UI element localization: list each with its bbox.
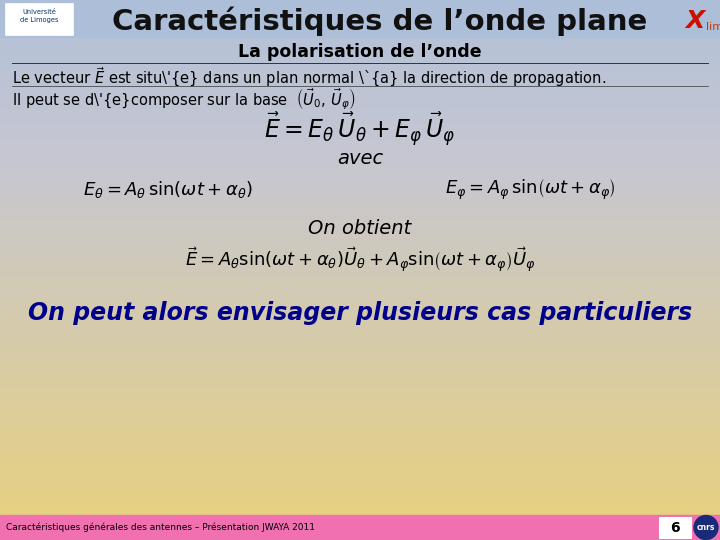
Bar (0, 515, 720, 540)
Text: lim: lim (706, 22, 720, 32)
Bar (659, 517, 691, 538)
Text: $\vec{E} = A_\theta\sin\!\left(\omega t+\alpha_\theta\right)\vec{U}_\theta+ A_\v: $\vec{E} = A_\theta\sin\!\left(\omega t+… (184, 246, 536, 274)
Text: Il peut se d\'{e}composer sur la base  $\left(\vec{U}_0,\,\vec{U}_\varphi\right): Il peut se d\'{e}composer sur la base $\… (12, 86, 356, 112)
Text: Caractéristiques de l’onde plane: Caractéristiques de l’onde plane (112, 6, 647, 36)
Text: Le vecteur $\vec{E}$ est situ\'{e} dans un plan normal \`{a} la direction de pro: Le vecteur $\vec{E}$ est situ\'{e} dans … (12, 65, 606, 89)
Text: 6: 6 (670, 521, 680, 535)
Text: X: X (685, 9, 705, 33)
Text: cnrs: cnrs (697, 523, 715, 532)
Text: $E_\varphi = A_\varphi\,\sin\!\left(\omega t + \alpha_\varphi\right)$: $E_\varphi = A_\varphi\,\sin\!\left(\ome… (445, 178, 616, 202)
Text: On obtient: On obtient (308, 219, 412, 238)
Bar (0, 0, 720, 37)
Text: Caractéristiques générales des antennes – Présentation JWAYA 2011: Caractéristiques générales des antennes … (6, 523, 315, 532)
Text: On peut alors envisager plusieurs cas particuliers: On peut alors envisager plusieurs cas pa… (28, 301, 692, 325)
Text: Université
de Limoges: Université de Limoges (19, 9, 58, 23)
Text: $\vec{E} = E_\theta\,\vec{U}_\theta + E_\varphi\,\vec{U}_\varphi$: $\vec{E} = E_\theta\,\vec{U}_\theta + E_… (264, 111, 456, 149)
Text: avec: avec (337, 150, 383, 168)
Text: $E_\theta = A_\theta\,\sin\!\left(\omega t + \alpha_\theta\right)$: $E_\theta = A_\theta\,\sin\!\left(\omega… (83, 179, 253, 200)
Text: La polarisation de l’onde: La polarisation de l’onde (238, 43, 482, 61)
Circle shape (694, 516, 718, 539)
Bar (5, 3, 73, 35)
